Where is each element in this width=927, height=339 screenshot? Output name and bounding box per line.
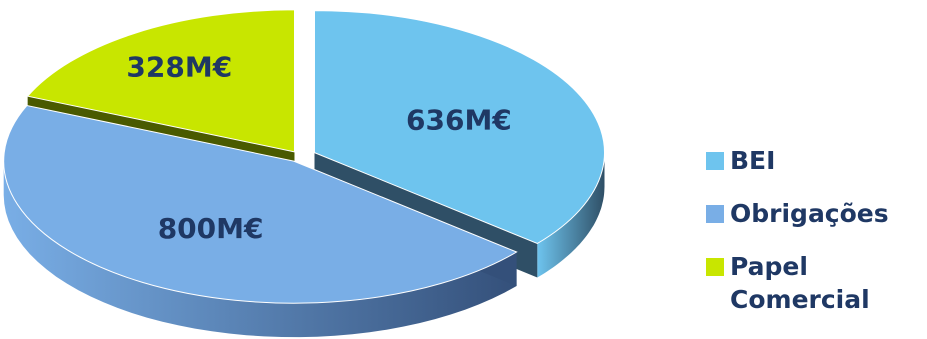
data-label-papel-comercial: 328M€ [126,51,232,84]
data-label-bei: 636M€ [406,104,512,137]
legend-swatch-papel-comercial [706,258,724,276]
data-label-obrigacoes: 800M€ [158,212,264,245]
pie-slice-bei [313,10,605,245]
legend-swatch-obrigacoes [706,205,724,223]
pie-slice-obrigacoes [3,104,518,304]
legend-item-obrigacoes: Obrigações [706,197,927,230]
legend-label-obrigacoes: Obrigações [730,199,889,228]
legend-label-papel-comercial: Papel Comercial [730,252,870,314]
legend-item-bei: BEI [706,144,927,177]
chart-legend: BEI Obrigações Papel Comercial [706,144,927,336]
legend-label-bei: BEI [730,146,776,175]
legend-swatch-bei [706,152,724,170]
pie-slice-papel-comercial [26,9,296,153]
legend-item-papel-comercial: Papel Comercial [706,250,927,316]
